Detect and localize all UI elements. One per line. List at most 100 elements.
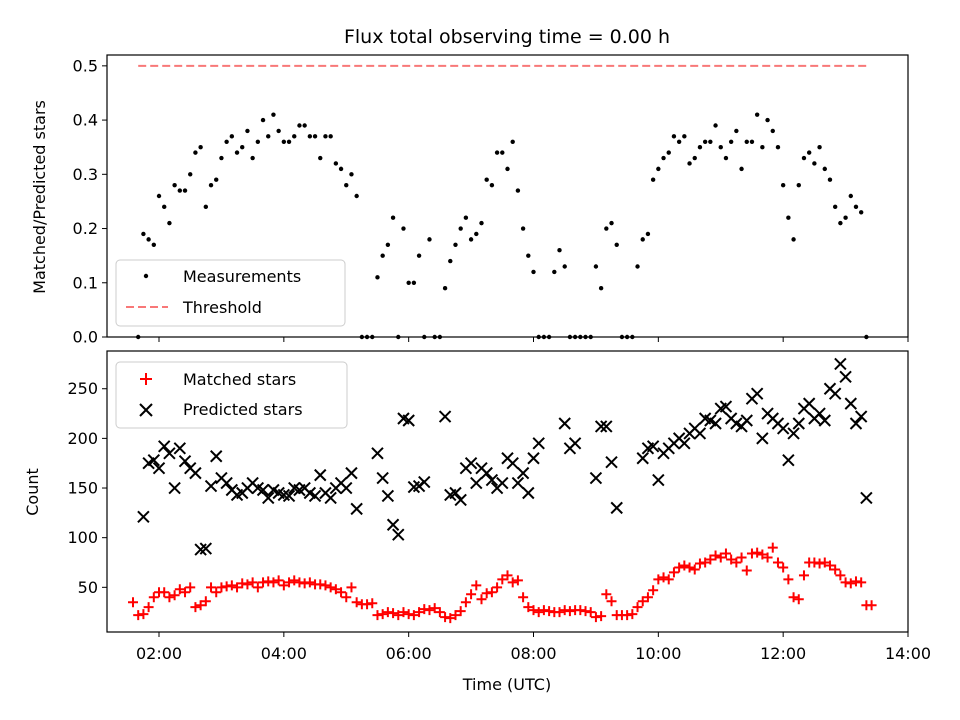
matched-stars-point [679,560,690,571]
measurement-point [255,139,261,144]
measurement-point [297,123,302,128]
matched-stars-point [450,610,461,621]
matched-stars-point [720,548,731,559]
measurement-point [812,161,817,166]
matched-stars-point [642,592,653,603]
matched-stars-point [518,592,529,603]
predicted-stars-point [173,442,187,455]
predicted-stars-point [199,542,213,555]
measurement-point [822,166,827,172]
matched-stars-point [492,582,503,593]
measurement-point [162,204,167,210]
matched-stars-point [835,570,846,581]
measurement-point [562,264,567,269]
matched-stars-point [351,597,362,608]
predicted-stars-point [256,483,270,497]
x-tick-label: 04:00 [261,644,307,663]
measurement-point [219,155,224,161]
measurement-point [796,182,801,188]
measurement-point [853,204,859,210]
matched-stars-point [476,594,487,605]
matched-stars-point [788,592,799,603]
matched-stars-point [726,554,737,565]
measurement-point [281,139,287,144]
top-legend-box [115,259,346,327]
matched-stars-point [757,549,768,560]
measurement-point [156,193,162,199]
measurement-point [328,134,333,139]
bottom-axes-frame [106,350,909,633]
predicted-stars-point [308,489,322,503]
measurement-point [531,269,536,275]
predicted-stars-point [470,476,483,490]
legend-predicted-stars-marker [139,403,153,417]
predicted-stars-point [485,473,499,487]
measurement-point [198,144,203,150]
matched-stars-point [174,584,185,595]
matched-stars-point [273,575,284,586]
measurement-point [760,144,765,150]
top-y-tick-label: 0.1 [73,273,98,292]
matched-stars-point [388,608,399,619]
measurement-point [609,220,614,226]
predicted-stars-point [849,417,863,430]
predicted-stars-point [605,456,618,469]
measurement-point [453,242,458,248]
measurement-point [500,150,505,155]
matched-stars-point [705,554,716,565]
matched-stars-point [533,607,544,618]
measurement-point [312,134,318,139]
predicted-stars-point [386,518,400,531]
matched-stars-point [856,577,867,588]
measurement-point [728,139,734,144]
measurement-point [832,204,838,210]
predicted-stars-point [158,440,171,453]
bottom-legend-box [115,361,348,429]
predicted-stars-point [210,450,223,463]
predicted-stars-point [516,466,530,480]
predicted-stars-point [834,357,847,371]
matched-stars-point [752,547,763,558]
matched-stars-point [663,574,674,585]
predicted-stars-point [532,437,545,450]
measurement-point [234,150,240,155]
matched-stars-point [424,605,435,616]
predicted-stars-point [189,466,202,480]
measurement-point [843,215,848,220]
matched-stars-point [252,582,263,593]
predicted-stars-point [756,432,769,445]
matched-stars-point [554,607,565,618]
predicted-stars-point [220,476,233,490]
matched-stars-point [367,598,378,609]
top-legend: Measurements Threshold [115,259,346,327]
legend-measurements-marker [143,273,149,279]
matched-stars-point [226,580,237,591]
predicted-stars-point [740,414,753,427]
predicted-stars-point [750,387,764,400]
predicted-stars-point [589,471,603,485]
matched-stars-point [497,574,508,585]
measurement-point [302,123,307,128]
measurement-point [271,112,276,117]
top-series-measurements [136,112,869,340]
predicted-stars-point [152,461,166,475]
matched-stars-point [211,587,222,598]
matched-stars-point [429,603,440,614]
matched-stars-point [486,587,497,598]
matched-stars-point [159,587,170,598]
measurement-point [557,248,562,253]
measurement-point [671,134,677,139]
predicted-stars-point [376,471,389,485]
measurement-point [739,166,744,172]
matched-stars-point [606,596,617,607]
bottom-plot: 50 100 150 200 250 02:00 04:00 06:00 08:00 10:00 1… [67,350,931,663]
matched-stars-point [143,602,154,613]
matched-stars-point [408,610,419,621]
matched-stars-point [684,562,695,573]
matched-stars-point [830,564,841,575]
measurement-point [385,242,391,248]
measurement-point [448,258,453,264]
predicted-stars-point [568,437,582,450]
measurement-point [505,166,510,172]
predicted-stars-point [693,427,707,440]
